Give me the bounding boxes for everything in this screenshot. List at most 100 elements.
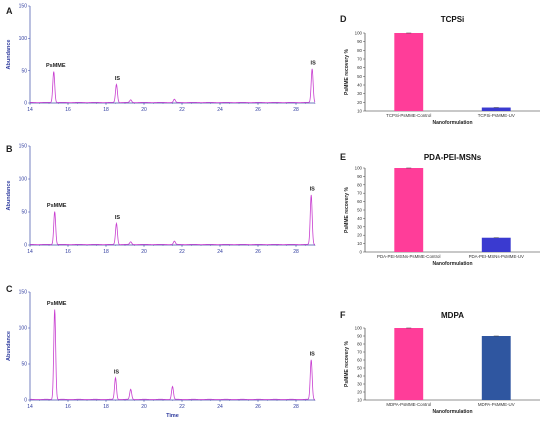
y-tick-label: 100 [355, 31, 363, 36]
y-tick-label: 10 [357, 398, 362, 403]
x-tick-label: 18 [103, 404, 109, 410]
y-tick-label: 20 [357, 390, 362, 395]
y-tick-label: 80 [357, 342, 362, 347]
y-tick-label: 50 [21, 210, 27, 216]
x-tick-label: 14 [27, 404, 33, 410]
panel-letter: D [340, 14, 347, 24]
x-tick-label: 14 [27, 249, 33, 255]
x-tick-label: 28 [293, 107, 299, 113]
category-label: PDA-PEI-MSNs-PsMME-UV [469, 254, 524, 259]
chromatogram-panel-b: B 0 50 100 150 14 16 18 20 22 24 26 28 Abundance PsMME… [6, 144, 316, 255]
x-tick-label: 16 [65, 249, 71, 255]
y-tick-label: 100 [19, 177, 28, 183]
bar-panel-f: F MDPA 10 20 30 40 50 60 70 80 90 100 PsMME recovery… [340, 310, 540, 415]
x-tick-label: 26 [255, 249, 261, 255]
chromatogram-panel-a: A 0 50 100 150 14 16 18 20 22 24 26 28 Abundance PsMME… [6, 4, 316, 113]
peak-label: IS [115, 76, 121, 82]
x-tick-label: 20 [141, 249, 147, 255]
y-tick-label: 70 [357, 57, 362, 62]
y-axis-title: PsMME recovery % [344, 341, 350, 387]
x-tick-label: 26 [255, 107, 261, 113]
y-tick-label: 60 [357, 65, 362, 70]
peak-label: IS [310, 187, 316, 193]
y-tick-label: 20 [357, 100, 362, 105]
category-label: TCPSi-PsMME-UV [478, 113, 515, 118]
x-tick-label: 24 [217, 404, 223, 410]
y-tick-label: 90 [357, 174, 362, 179]
y-tick-label: 80 [357, 48, 362, 53]
x-tick-label: 16 [65, 107, 71, 113]
y-tick-label: 50 [21, 68, 27, 74]
x-tick-label: 24 [217, 249, 223, 255]
y-axis-title: PsMME recovery % [344, 187, 350, 233]
category-label: TCPSi-PsMME-Control [386, 113, 431, 118]
x-axis-title: Time [166, 413, 179, 419]
peak-label: PsMME [46, 63, 66, 69]
y-axis-title: PsMME recovery % [344, 49, 350, 95]
y-tick-label: 40 [357, 374, 362, 379]
panel-letter: E [340, 152, 346, 162]
y-tick-label: 40 [357, 216, 362, 221]
x-tick-label: 16 [65, 404, 71, 410]
y-tick-label: 0 [360, 250, 363, 255]
peak-label: IS [114, 369, 120, 375]
bar [394, 168, 424, 252]
y-tick-label: 30 [357, 382, 362, 387]
chromatogram-trace [29, 68, 316, 104]
x-tick-label: 24 [217, 107, 223, 113]
y-tick-label: 150 [19, 144, 28, 150]
y-tick-label: 90 [357, 39, 362, 44]
x-tick-label: 22 [179, 107, 185, 113]
y-tick-label: 50 [357, 366, 362, 371]
y-tick-label: 100 [355, 326, 363, 331]
chart-title: PDA-PEI-MSNs [424, 153, 482, 162]
chromatogram-panel-c: C 0 50 100 150 14 16 18 20 22 24 26 28 Abundance Time P… [6, 284, 316, 419]
y-tick-label: 50 [357, 208, 362, 213]
panel-letter: B [6, 144, 13, 154]
y-axis-title: Abundance [6, 331, 12, 361]
y-tick-label: 100 [19, 36, 28, 42]
category-label: PDA-PEI-MSNs-PsMME-Control [377, 254, 440, 259]
y-tick-label: 50 [21, 362, 27, 368]
bar [481, 107, 511, 111]
x-tick-label: 20 [141, 404, 147, 410]
bar [394, 328, 424, 400]
y-tick-label: 150 [19, 4, 28, 10]
y-tick-label: 40 [357, 83, 362, 88]
y-tick-label: 100 [355, 166, 363, 171]
x-axis-title: Nanoformulation [433, 261, 473, 267]
y-tick-label: 150 [19, 290, 28, 296]
x-tick-label: 14 [27, 107, 33, 113]
category-label: MDPA-PsMME-UV [478, 402, 515, 407]
y-axis-title: Abundance [6, 181, 12, 211]
chart-title: MDPA [441, 311, 464, 320]
bar [481, 237, 511, 252]
x-tick-label: 28 [293, 249, 299, 255]
peak-label: PsMME [47, 301, 67, 307]
panel-letter: A [6, 6, 13, 16]
y-axis-title: Abundance [6, 40, 12, 70]
chromatogram-trace [30, 309, 316, 400]
bar-panel-e: E PDA-PEI-MSNs 0 10 20 30 40 50 60 70 80 90 100 PsMME… [340, 152, 540, 267]
panel-letter: C [6, 284, 13, 294]
x-tick-label: 28 [293, 404, 299, 410]
y-tick-label: 100 [19, 326, 28, 332]
category-label: MDPA-PsMME-Control [386, 402, 431, 407]
chromatogram-trace [30, 194, 316, 245]
x-tick-label: 22 [179, 404, 185, 410]
peak-label: IS [311, 60, 317, 66]
x-tick-label: 26 [255, 404, 261, 410]
y-tick-label: 70 [357, 350, 362, 355]
peak-label: IS [310, 351, 316, 357]
x-axis-title: Nanoformulation [433, 409, 473, 415]
bar [481, 336, 511, 400]
x-tick-label: 20 [141, 107, 147, 113]
y-tick-label: 10 [357, 109, 362, 114]
y-tick-label: 0 [24, 398, 27, 404]
y-tick-label: 10 [357, 241, 362, 246]
y-tick-label: 70 [357, 191, 362, 196]
panel-letter: F [340, 310, 346, 320]
x-tick-label: 18 [103, 249, 109, 255]
peak-label: IS [115, 215, 121, 221]
